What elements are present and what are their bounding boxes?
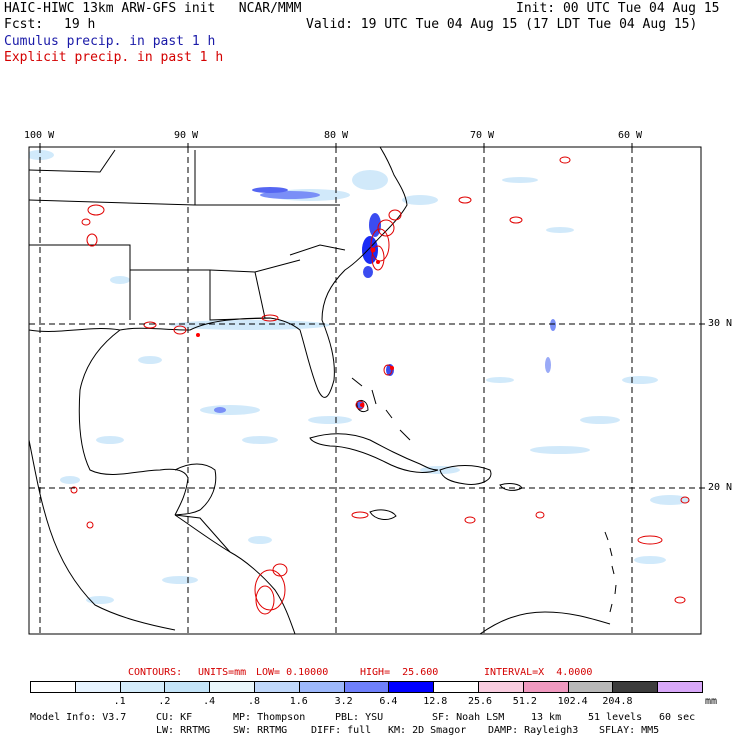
contours-label: CONTOURS: bbox=[128, 667, 183, 678]
contours-interval: INTERVAL=X 4.0000 bbox=[484, 667, 593, 678]
init-time: Init: 00 UTC Tue 04 Aug 15 bbox=[516, 1, 720, 16]
model-info-sflay: SFLAY: MM5 bbox=[599, 725, 660, 736]
color-bar-tick-label: 1.6 bbox=[289, 696, 308, 707]
color-bar-units: mm bbox=[705, 696, 718, 707]
model-info-levels: 51 levels bbox=[588, 712, 643, 723]
color-bar-swatch bbox=[657, 681, 703, 693]
model-info-version: Model Info: V3.7 bbox=[30, 712, 127, 723]
lat-label-20n: 20 N bbox=[708, 482, 733, 493]
color-bar-swatch bbox=[478, 681, 524, 693]
color-bar-tick-label: 204.8 bbox=[602, 696, 633, 707]
color-bar-swatch bbox=[298, 681, 345, 693]
color-bar-tick-label: .8 bbox=[247, 696, 261, 707]
model-info-cu: CU: KF bbox=[156, 712, 193, 723]
color-bar-tick-label: .1 bbox=[113, 696, 126, 707]
explicit-precip-contours bbox=[70, 156, 690, 615]
model-info-diff: DIFF: full bbox=[311, 725, 372, 736]
color-bar-tick-label: 6.4 bbox=[379, 696, 398, 707]
cumulus-precip-legend: Cumulus precip. in past 1 h bbox=[4, 34, 216, 49]
color-bar-swatch bbox=[522, 681, 569, 693]
color-bar-swatch bbox=[567, 681, 614, 693]
color-bar-swatch bbox=[612, 681, 659, 693]
lon-label-100w: 100 W bbox=[24, 130, 55, 141]
model-info-timestep: 60 sec bbox=[659, 712, 696, 723]
lon-label-70w: 70 W bbox=[470, 130, 495, 141]
color-bar-tick-label: 51.2 bbox=[512, 696, 537, 707]
explicit-precip-legend: Explicit precip. in past 1 h bbox=[4, 50, 224, 65]
color-bar-swatch bbox=[119, 681, 166, 693]
model-info-sf: SF: Noah LSM bbox=[432, 712, 505, 723]
model-info-lw: LW: RRTMG bbox=[156, 725, 211, 736]
color-bar-swatch bbox=[74, 681, 121, 693]
contours-high: HIGH= 25.600 bbox=[360, 667, 439, 678]
color-bar-swatch bbox=[209, 681, 255, 693]
map-frame bbox=[28, 146, 702, 635]
lat-lon-grid bbox=[29, 147, 701, 634]
model-info-pbl: PBL: YSU bbox=[335, 712, 384, 723]
model-title: HAIC-HIWC 13km ARW-GFS init NCAR/MMM bbox=[4, 1, 302, 16]
coastlines bbox=[29, 147, 617, 634]
model-info-km: KM: 2D Smagor bbox=[388, 725, 467, 736]
lon-label-90w: 90 W bbox=[174, 130, 199, 141]
color-bar-swatch bbox=[254, 681, 300, 693]
forecast-hour: 19 h bbox=[64, 17, 96, 32]
color-bar-swatch bbox=[343, 681, 390, 693]
color-bar-swatch bbox=[388, 681, 435, 693]
model-info-sw: SW: RRTMG bbox=[233, 725, 288, 736]
color-bar-tick-label: 25.6 bbox=[468, 696, 493, 707]
forecast-label: Fcst: bbox=[4, 17, 44, 32]
color-bar-tick-label: 3.2 bbox=[334, 696, 353, 707]
lon-label-80w: 80 W bbox=[324, 130, 349, 141]
contours-low: LOW= 0.10000 bbox=[256, 667, 329, 678]
model-info-damp: DAMP: Rayleigh3 bbox=[488, 725, 579, 736]
lon-label-60w: 60 W bbox=[618, 130, 643, 141]
model-info-resolution: 13 km bbox=[531, 712, 562, 723]
lat-label-30n: 30 N bbox=[708, 318, 733, 329]
color-bar-tick-label: .2 bbox=[158, 696, 171, 707]
explicit-precip-cores bbox=[196, 247, 394, 407]
color-bar-swatch bbox=[433, 681, 479, 693]
color-bar-swatch bbox=[30, 681, 76, 693]
color-bar-tick-label: .4 bbox=[203, 696, 216, 707]
color-bar-tick-label: 12.8 bbox=[423, 696, 448, 707]
color-bar-swatch bbox=[164, 681, 211, 693]
valid-time: Valid: 19 UTC Tue 04 Aug 15 (17 LDT Tue … bbox=[306, 17, 698, 32]
contours-units: UNITS=mm bbox=[198, 667, 247, 678]
color-bar-tick-label: 102.4 bbox=[557, 696, 588, 707]
model-info-mp: MP: Thompson bbox=[233, 712, 306, 723]
